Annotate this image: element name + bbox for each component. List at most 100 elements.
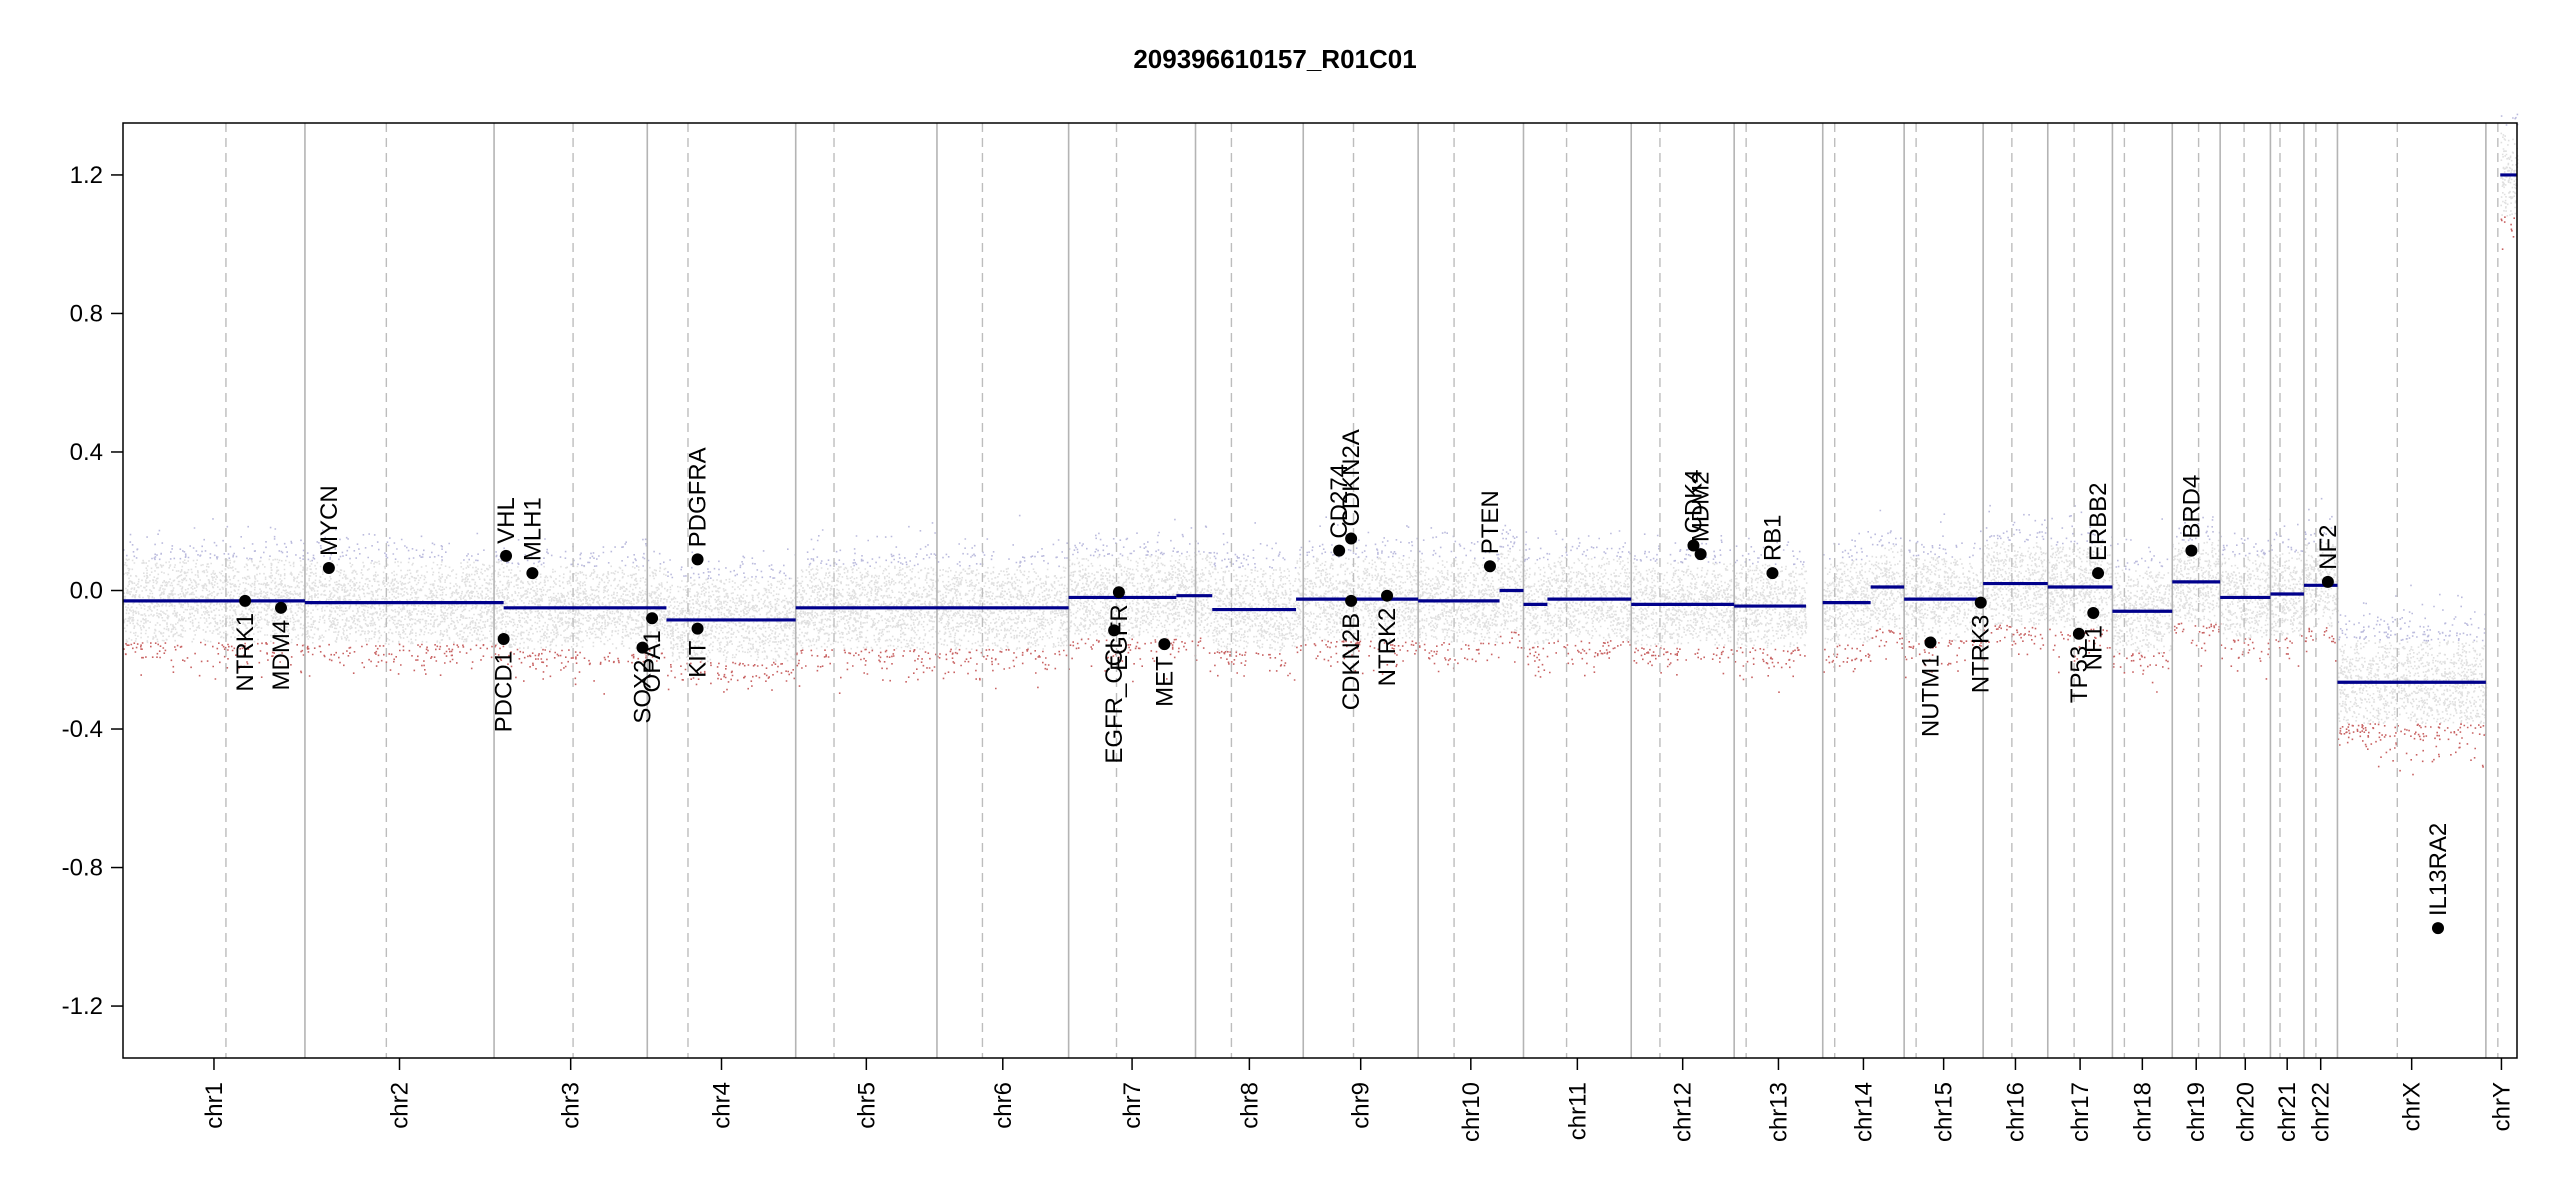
x-tick-label: chr4 [709,1082,736,1129]
gene-point [322,561,335,574]
gene-label: ERBB2 [2085,482,2112,561]
gene-label: PTEN [1477,490,1504,554]
x-tick-label: chr6 [990,1082,1017,1129]
gene-point [1345,532,1358,545]
gene-point [239,594,252,607]
gene-label: NUTM1 [1917,654,1944,737]
gene-point [1694,548,1707,561]
gene-point [526,567,539,580]
gene-label: MDM2 [1688,471,1715,542]
x-tick-label: chr3 [558,1082,585,1129]
y-tick-label: -0.4 [62,716,103,743]
gene-point [2321,575,2334,588]
gene-label: CDK4 [1680,469,1707,533]
gene-label: BRD4 [2178,475,2205,539]
gene-label: MDM4 [268,620,295,691]
y-tick-label: 1.2 [70,162,103,189]
probe-cloud [123,113,2519,776]
gene-point [646,612,659,625]
y-tick-label: -1.2 [62,993,103,1020]
x-tick-label: chr8 [1236,1082,1263,1129]
gene-point [1158,638,1171,651]
gene-point [636,641,649,654]
gene-point [1483,560,1496,573]
x-tick-label: chrX [2399,1082,2426,1131]
gene-point [1974,596,1987,609]
gene-point [275,601,288,614]
probes-loss [123,216,2515,776]
gene-label: CDKN2A [1338,429,1365,526]
x-tick-label: chr5 [853,1082,880,1129]
x-tick-label: chr14 [1850,1082,1877,1142]
gene-point [1687,539,1700,552]
y-tick-label: 0.8 [70,300,103,327]
gene-point [1108,624,1121,637]
plot-frame [122,122,2518,1059]
x-tick-label: chr19 [2183,1082,2210,1142]
gene-label: NTRK1 [232,613,259,692]
x-tick-label: chr17 [2067,1082,2094,1142]
x-tick-label: chr13 [1765,1082,1792,1142]
gene-label: MET [1151,656,1178,707]
gene-point [1924,636,1937,649]
x-tick-label: chr18 [2129,1082,2156,1142]
gene-label: MYCN [316,485,343,556]
gene-point [2431,922,2444,935]
x-tick-label: chr7 [1119,1082,1146,1129]
gene-label: NF1 [2080,625,2107,670]
gene-label: SOX2 [629,660,656,724]
gene-label: NF2 [2315,524,2342,569]
gene-point [691,553,704,566]
x-tick-label: chr9 [1348,1082,1375,1129]
y-tick-label: -0.8 [62,855,103,882]
gene-label: PDGFRA [685,447,712,547]
gene-point [1333,544,1346,557]
x-tick-label: chr16 [2002,1082,2029,1142]
gene-point [500,549,513,562]
gene-point [2087,607,2100,620]
x-axis: chr1 chr2 chr3 chr4 chr5 chr6 chr7 chr8 chr9 chr1… [201,1058,2515,1142]
segment-lines [123,173,2517,684]
y-tick-label: 0.4 [70,439,103,466]
x-tick-label: chr10 [1458,1082,1485,1142]
gene-point [1766,567,1779,580]
y-axis: -1.2 -0.8 -0.4 0.0 0.4 0.8 1.2 [62,162,123,1020]
gene-label: TP53 [2066,646,2093,703]
x-tick-label: chr11 [1564,1082,1591,1140]
gene-label: OPA1 [639,630,666,692]
x-tick-label: chr12 [1670,1082,1697,1142]
gene-label: RB1 [1759,514,1786,561]
probes-gain [123,113,2519,642]
x-tick-label: chr2 [387,1082,414,1129]
y-tick-label: 0.0 [70,578,103,605]
gene-point [2072,627,2085,640]
gene-point [1345,594,1358,607]
probes-neutral [123,132,2519,725]
gene-point [2092,567,2105,580]
x-tick-label: chr1 [201,1082,228,1129]
chart-title: 209396610157_R01C01 [1133,44,1417,74]
gene-label: KIT [685,640,712,678]
gene-point [497,632,510,645]
x-tick-label: chr21 [2274,1082,2301,1142]
gene-point [691,622,704,635]
x-tick-label: chr22 [2308,1082,2335,1142]
gene-label: CDKN2B [1338,613,1365,710]
gene-label: CD274 [1326,464,1353,539]
gene-point [1381,589,1394,602]
gene-label: EGFR_CCI [1101,642,1128,763]
gene-label: PDCD1 [491,651,518,732]
gene-label: MLH1 [519,497,546,561]
x-tick-label: chrY [2488,1082,2515,1131]
gene-point [1112,586,1125,599]
gene-label: EGFR [1106,604,1133,671]
gene-label: NTRK2 [1374,608,1401,687]
gene-point [2185,544,2198,557]
gene-label: IL13RA2 [2425,823,2452,916]
x-tick-label: chr20 [2232,1082,2259,1142]
gene-label: VHL [493,497,520,544]
gene-label: NTRK3 [1968,615,1995,694]
x-tick-label: chr15 [1931,1082,1958,1142]
